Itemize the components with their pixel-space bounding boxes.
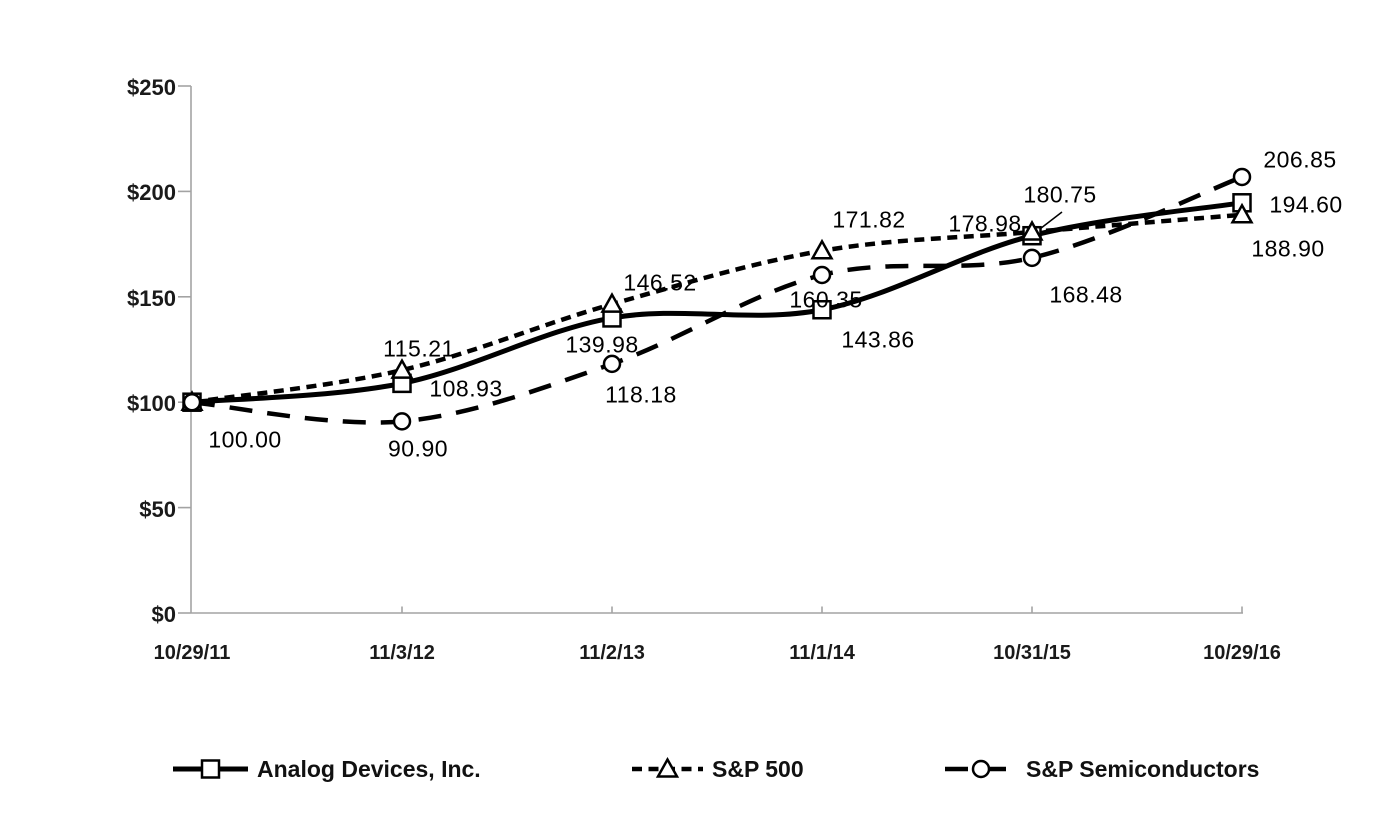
data-label: 180.75 [1023,181,1097,208]
data-label: 100.00 [208,426,282,453]
x-axis-tick-label: 11/3/12 [369,642,435,664]
series-line-sp-semiconductors [191,174,1243,425]
data-label: 171.82 [832,206,906,233]
legend-item-sp-semiconductors: S&P Semiconductors [945,753,1259,785]
data-label: 108.93 [429,375,503,402]
square-marker-icon [812,299,832,320]
data-label: 115.21 [383,335,455,362]
data-label: 188.90 [1251,235,1325,262]
data-label: 168.48 [1049,281,1123,308]
data-label: 194.60 [1269,191,1343,218]
legend-line-sample [945,759,1017,779]
triangle-marker-icon [600,292,624,313]
data-label: 206.85 [1263,146,1337,173]
circle-marker-icon [392,412,412,431]
y-axis-tick-label: $0 [151,602,176,627]
data-label: 143.86 [841,326,915,353]
legend-line-sample [173,759,248,779]
triangle-marker-icon [1020,219,1044,241]
data-label: 118.18 [605,381,677,408]
triangle-marker-icon [810,238,834,260]
x-axis-tick-label: 10/31/15 [993,642,1071,664]
series-line-sp500 [191,212,1243,405]
data-label: 139.98 [565,331,639,358]
y-axis-tick-label: $250 [127,75,176,100]
data-label: 146.52 [623,269,697,296]
triangle-marker-icon [390,358,414,379]
square-marker-icon [200,759,221,779]
data-label: 160.35 [789,286,863,313]
legend-line-sample [632,756,703,778]
circle-marker-icon [1022,248,1042,268]
x-axis-tick-label: 10/29/16 [1203,642,1281,664]
y-axis-tick-label: $100 [127,391,176,417]
y-axis-tick-label: $150 [127,285,176,311]
legend-label: S&P Semiconductors [1026,755,1260,782]
circle-marker-icon [971,759,991,779]
x-axis-tick-label: 11/1/14 [789,642,855,664]
triangle-marker-icon [655,756,680,778]
y-axis-tick-label: $50 [139,496,176,522]
legend-label: Analog Devices, Inc. [257,755,481,782]
data-label: 178.98 [948,210,1022,237]
legend-item-sp500: S&P 500 [632,753,804,785]
triangle-marker-icon [1230,202,1254,224]
circle-marker-icon [182,392,202,412]
legend-label: S&P 500 [712,755,804,782]
x-axis-tick-label: 11/2/13 [579,642,645,664]
legend-item-analog-devices: Analog Devices, Inc. [173,753,481,785]
circle-marker-icon [602,354,622,374]
circle-marker-icon [812,265,832,285]
x-axis-tick-label: 10/29/11 [153,642,231,664]
circle-marker-icon [1232,167,1252,187]
data-label: 90.90 [387,435,449,462]
y-axis-tick-label: $200 [127,180,176,206]
